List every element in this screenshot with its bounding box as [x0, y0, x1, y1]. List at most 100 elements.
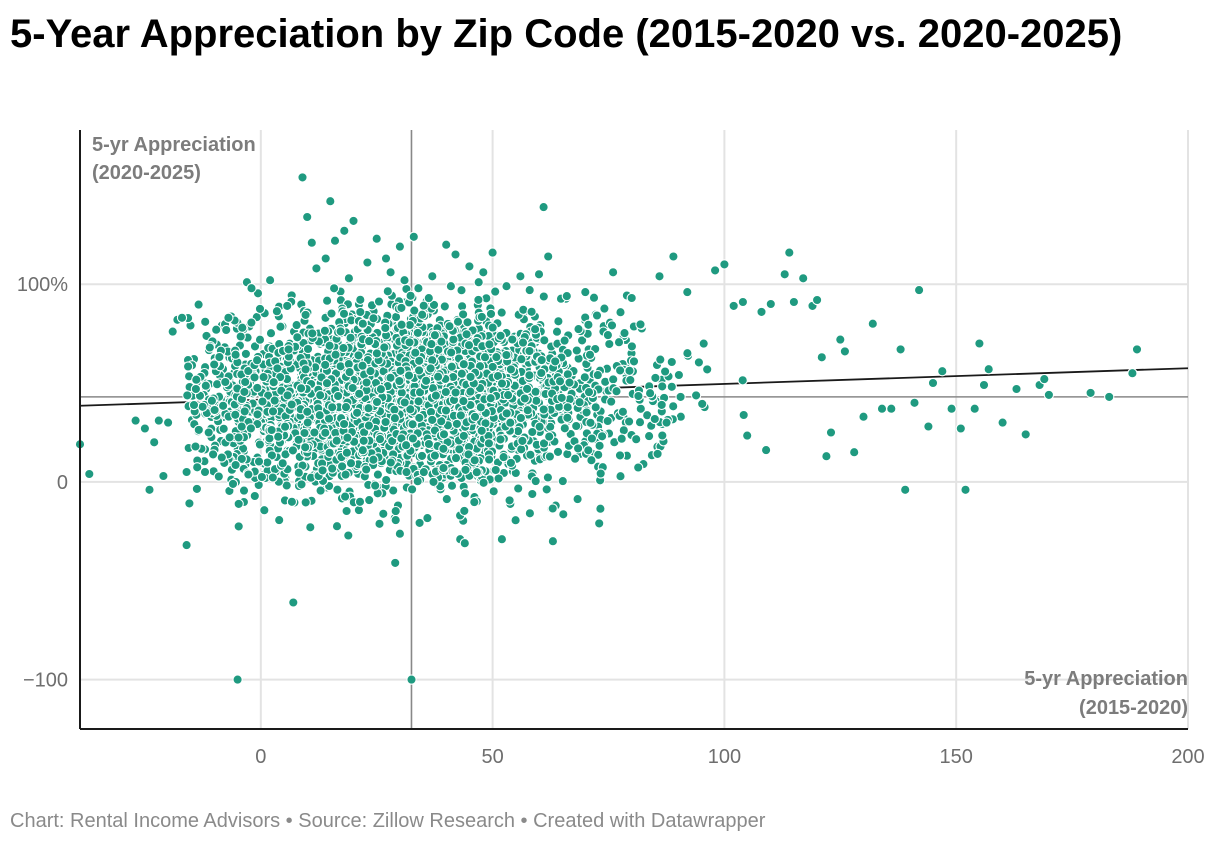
data-point	[245, 423, 257, 434]
data-point	[331, 435, 342, 446]
data-point	[1104, 391, 1115, 403]
data-point	[213, 471, 224, 482]
data-point	[452, 316, 464, 327]
data-point	[519, 393, 530, 404]
data-point	[446, 347, 457, 358]
data-point	[450, 249, 461, 260]
data-point	[296, 479, 307, 490]
data-point	[239, 406, 250, 417]
data-point	[659, 366, 671, 377]
data-point	[307, 328, 318, 339]
data-point	[238, 485, 250, 496]
data-point	[551, 326, 563, 337]
data-point	[378, 508, 389, 519]
data-point	[277, 458, 288, 469]
data-point	[657, 381, 668, 392]
data-point	[997, 417, 1008, 428]
data-point	[625, 374, 636, 386]
data-point	[345, 458, 357, 469]
data-point	[784, 247, 795, 258]
data-point	[413, 283, 424, 294]
data-point	[319, 325, 331, 336]
data-point	[544, 431, 555, 442]
data-point	[485, 393, 496, 404]
data-point	[487, 361, 498, 373]
data-point	[282, 300, 293, 312]
data-point	[652, 448, 663, 460]
data-point	[214, 351, 225, 363]
data-point	[596, 431, 608, 442]
data-point	[390, 505, 401, 517]
data-point	[355, 294, 366, 305]
data-point	[144, 484, 155, 495]
data-point	[233, 521, 244, 532]
data-point	[338, 342, 349, 354]
y-axis-title-line-2: (2020-2025)	[92, 162, 201, 184]
data-point	[583, 386, 595, 398]
data-point	[583, 319, 594, 330]
data-point	[429, 330, 441, 341]
data-point	[254, 303, 266, 315]
data-point	[218, 423, 229, 434]
data-point	[389, 404, 400, 415]
data-point	[422, 512, 433, 524]
data-point	[779, 269, 790, 280]
data-point	[463, 340, 475, 351]
y-axis-title-line-1: 5-yr Appreciation	[92, 134, 256, 156]
data-point	[354, 388, 365, 399]
data-point	[590, 402, 601, 413]
data-point	[272, 363, 283, 374]
data-point	[564, 377, 575, 388]
data-point	[594, 440, 605, 451]
data-point	[530, 386, 541, 397]
data-point	[279, 421, 291, 432]
data-point	[439, 301, 450, 312]
data-point	[756, 306, 767, 318]
data-point	[1085, 387, 1096, 399]
data-point	[821, 451, 832, 462]
data-point	[338, 308, 350, 319]
data-point	[361, 464, 372, 475]
data-point	[414, 517, 425, 529]
data-point	[325, 196, 336, 207]
data-point	[538, 404, 549, 415]
data-point	[606, 396, 617, 407]
data-point	[449, 466, 460, 477]
data-point	[538, 438, 550, 449]
data-point	[459, 505, 470, 517]
data-point	[515, 271, 526, 282]
data-point	[427, 414, 438, 426]
data-point	[525, 449, 536, 460]
data-point	[539, 335, 550, 346]
data-point	[661, 417, 672, 428]
data-point	[207, 449, 219, 460]
data-point	[457, 309, 469, 320]
data-point	[592, 369, 603, 381]
data-point	[380, 322, 391, 334]
data-point	[643, 430, 655, 442]
x-axis-title-line-1: 5-yr Appreciation	[1024, 668, 1188, 690]
data-point	[236, 453, 247, 465]
data-point	[374, 518, 385, 529]
data-point	[254, 439, 266, 450]
data-point	[259, 505, 270, 516]
data-point	[595, 503, 606, 514]
data-point	[524, 508, 536, 519]
data-point	[292, 332, 303, 343]
data-point	[574, 397, 585, 408]
data-point	[650, 372, 661, 384]
data-point	[493, 473, 504, 484]
data-point	[243, 469, 254, 480]
data-point	[591, 310, 603, 321]
data-point	[197, 401, 208, 412]
data-point	[441, 239, 452, 250]
data-point	[399, 275, 410, 286]
data-point	[394, 375, 405, 387]
data-point	[556, 392, 567, 404]
data-point	[524, 284, 535, 296]
data-point	[561, 290, 572, 302]
data-point	[552, 446, 564, 458]
data-point	[317, 465, 328, 476]
data-point	[347, 382, 358, 394]
data-point	[697, 398, 708, 410]
